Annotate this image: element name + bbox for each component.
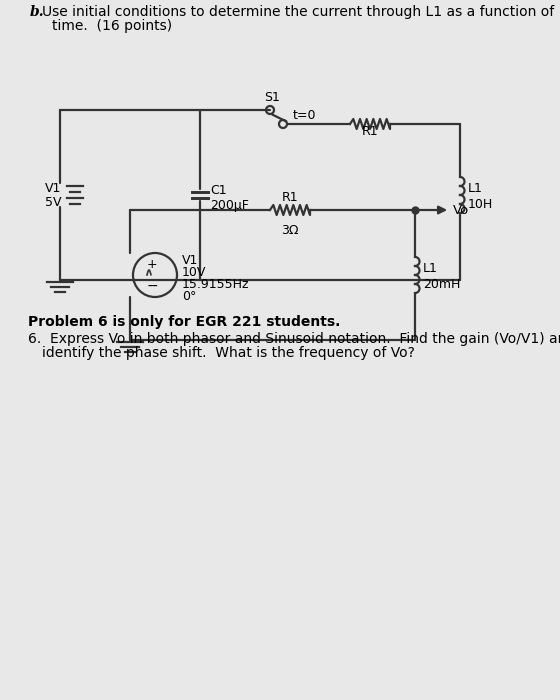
Text: V1: V1 (182, 255, 198, 267)
Text: Use initial conditions to determine the current through L1 as a function of: Use initial conditions to determine the … (42, 5, 554, 19)
Text: Vo: Vo (453, 204, 469, 216)
Text: 3Ω: 3Ω (281, 224, 298, 237)
Text: S1: S1 (264, 91, 280, 104)
Text: 20mH: 20mH (423, 279, 460, 291)
Text: −: − (146, 279, 158, 293)
Text: L1: L1 (423, 262, 438, 276)
Text: 10V: 10V (182, 267, 207, 279)
Text: 10H: 10H (468, 199, 493, 211)
Text: 15.9155Hz: 15.9155Hz (182, 279, 250, 291)
Text: b.: b. (30, 5, 45, 19)
Text: R1: R1 (362, 125, 379, 138)
Text: Problem 6 is only for EGR 221 students.: Problem 6 is only for EGR 221 students. (28, 315, 340, 329)
Text: R1: R1 (282, 191, 298, 204)
Text: C1: C1 (210, 183, 227, 197)
Text: t=0: t=0 (293, 109, 316, 122)
Text: V1: V1 (45, 183, 61, 195)
Text: 200μF: 200μF (210, 199, 249, 211)
Text: time.  (16 points): time. (16 points) (52, 19, 172, 33)
Text: +: + (147, 258, 157, 272)
Text: L1: L1 (468, 183, 483, 195)
Text: 5V: 5V (44, 197, 61, 209)
Text: 6.  Express Vo in both phasor and Sinusoid notation.  Find the gain (Vo/V1) and: 6. Express Vo in both phasor and Sinusoi… (28, 332, 560, 346)
Text: identify the phase shift.  What is the frequency of Vo?: identify the phase shift. What is the fr… (42, 346, 415, 360)
Text: 0°: 0° (182, 290, 197, 304)
